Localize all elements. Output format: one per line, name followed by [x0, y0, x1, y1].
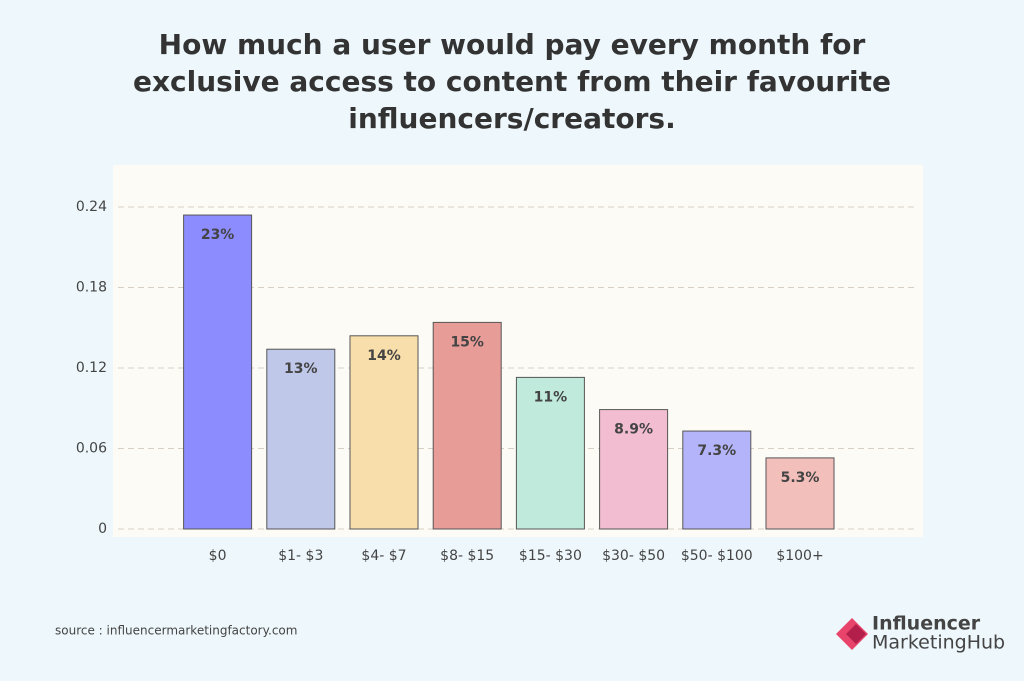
- bar: [183, 214, 253, 530]
- bar: [599, 409, 669, 530]
- value-label: 15%: [450, 334, 484, 350]
- bar: [266, 348, 336, 530]
- value-label: 23%: [201, 227, 235, 243]
- x-tick-label: $100+: [776, 548, 823, 564]
- value-label: 7.3%: [697, 443, 736, 459]
- bar: [432, 321, 502, 530]
- value-label: 5.3%: [781, 470, 820, 486]
- y-tick-label: 0.12: [76, 360, 107, 376]
- logo: Influencer MarketingHub: [836, 613, 1005, 654]
- value-label: 13%: [284, 361, 318, 377]
- x-tick-label: $30- $50: [602, 548, 665, 564]
- y-tick-label: 0.24: [76, 199, 107, 215]
- value-label: 11%: [534, 389, 568, 405]
- value-label: 8.9%: [614, 422, 653, 438]
- bar: [682, 430, 752, 530]
- y-tick-label: 0.18: [76, 280, 107, 296]
- x-tick-label: $15- $30: [519, 548, 582, 564]
- logo-mark: [846, 624, 866, 644]
- y-tick-label: 0.06: [76, 441, 107, 457]
- value-label: 14%: [367, 348, 401, 364]
- x-tick-label: $4- $7: [361, 548, 406, 564]
- bar: [349, 335, 419, 530]
- bar: [765, 457, 835, 530]
- x-tick-label: $1- $3: [278, 548, 323, 564]
- x-tick-label: $0: [209, 548, 227, 564]
- x-tick-label: $8- $15: [440, 548, 494, 564]
- logo-text: MarketingHub: [872, 632, 1005, 654]
- logo-text: Influencer: [872, 613, 981, 635]
- chart-title: How much a user would pay every month fo…: [132, 28, 892, 135]
- y-tick-label: 0: [98, 521, 107, 537]
- bar: [515, 376, 585, 530]
- source: source : influencermarketingfactory.com: [55, 624, 297, 638]
- x-tick-label: $50- $100: [681, 548, 753, 564]
